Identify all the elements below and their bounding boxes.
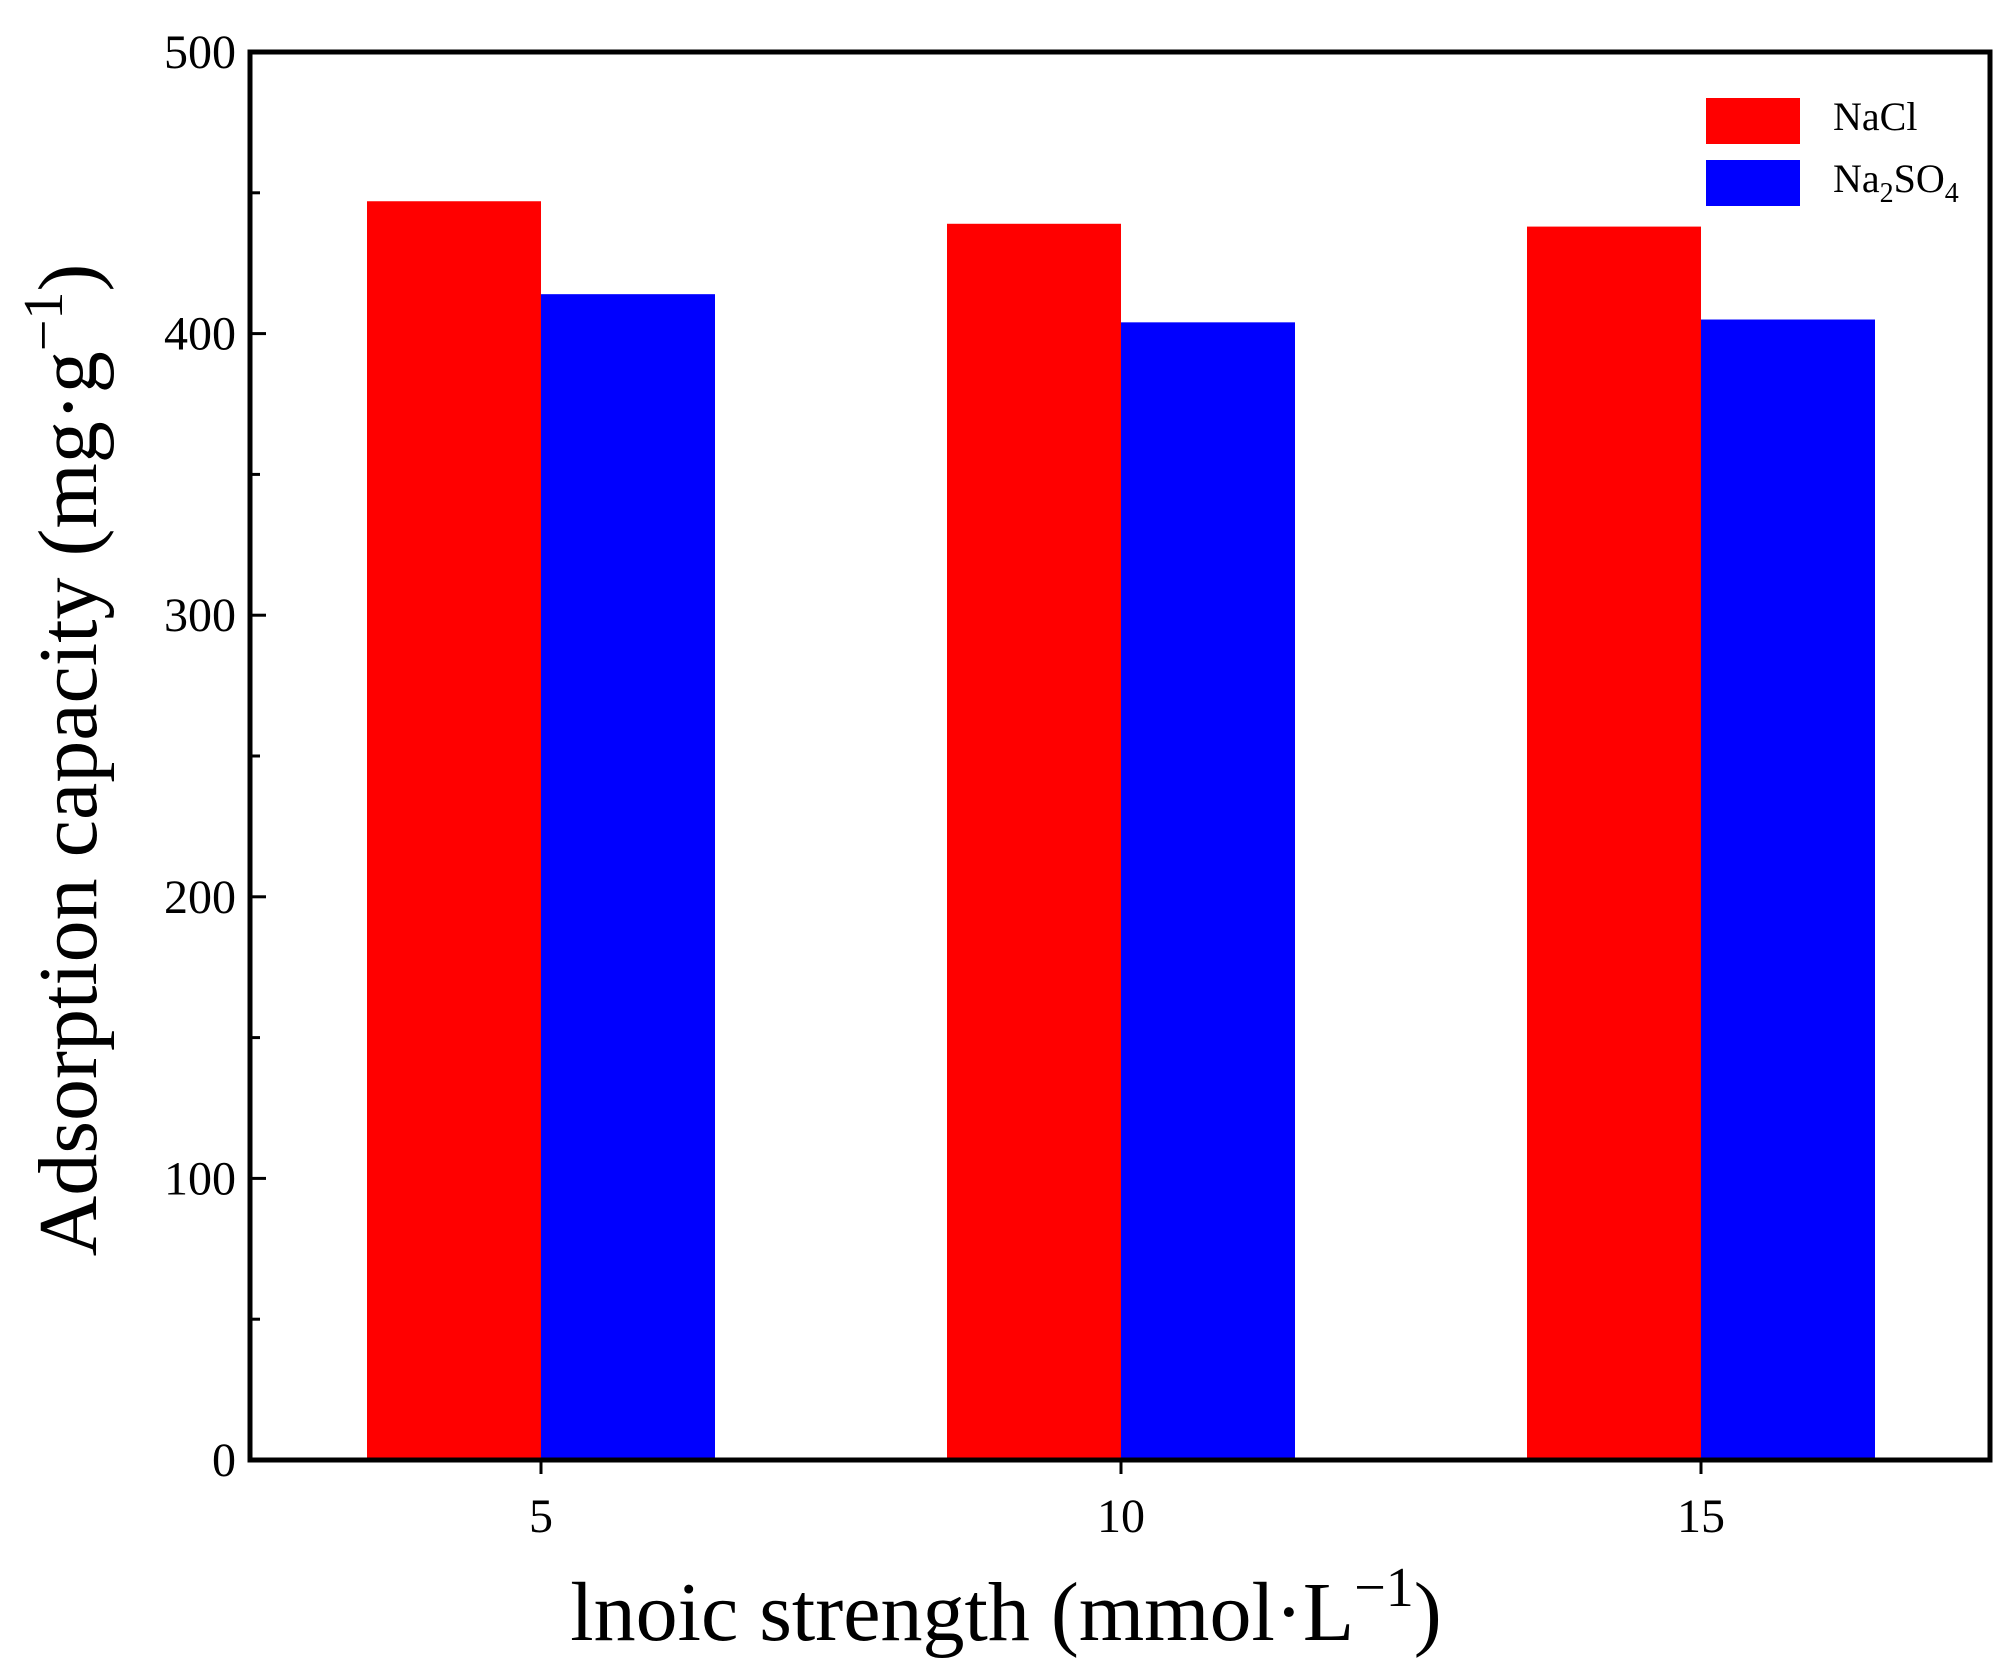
y-axis-title: Adsorption capacity (mg·g−1) xyxy=(13,264,115,1257)
x-tick-label: 5 xyxy=(529,1490,553,1543)
legend: NaCl Na2SO4 xyxy=(1706,94,1959,209)
x-axis-title: lnoic strength (mmol·L−1) xyxy=(570,1557,1441,1659)
x-tick-label: 10 xyxy=(1097,1490,1145,1543)
y-tick-label: 400 xyxy=(164,308,236,361)
bar-na2so4-5 xyxy=(541,294,715,1460)
bar-na2so4-10 xyxy=(1121,322,1295,1461)
y-tick-label: 200 xyxy=(164,871,236,924)
bar-nacl-15 xyxy=(1527,226,1701,1460)
y-tick-label: 500 xyxy=(164,26,236,79)
y-tick-label: 0 xyxy=(212,1434,236,1487)
legend-swatch-nacl xyxy=(1706,98,1800,144)
legend-label-na2so4: Na2SO4 xyxy=(1833,156,1959,209)
plot-frame xyxy=(247,49,1993,1463)
bars-layer xyxy=(367,201,1875,1461)
x-tick-label: 15 xyxy=(1677,1490,1725,1543)
y-tick-label: 300 xyxy=(164,589,236,642)
bar-nacl-5 xyxy=(367,201,541,1460)
x-ticks: 5 10 15 xyxy=(529,1460,1725,1543)
legend-label-nacl: NaCl xyxy=(1833,94,1917,139)
y-tick-label: 100 xyxy=(164,1152,236,1205)
y-ticks: 0 100 200 300 400 500 xyxy=(164,26,266,1487)
bar-na2so4-15 xyxy=(1701,319,1875,1460)
bar-nacl-10 xyxy=(947,223,1121,1460)
legend-swatch-na2so4 xyxy=(1706,160,1800,206)
